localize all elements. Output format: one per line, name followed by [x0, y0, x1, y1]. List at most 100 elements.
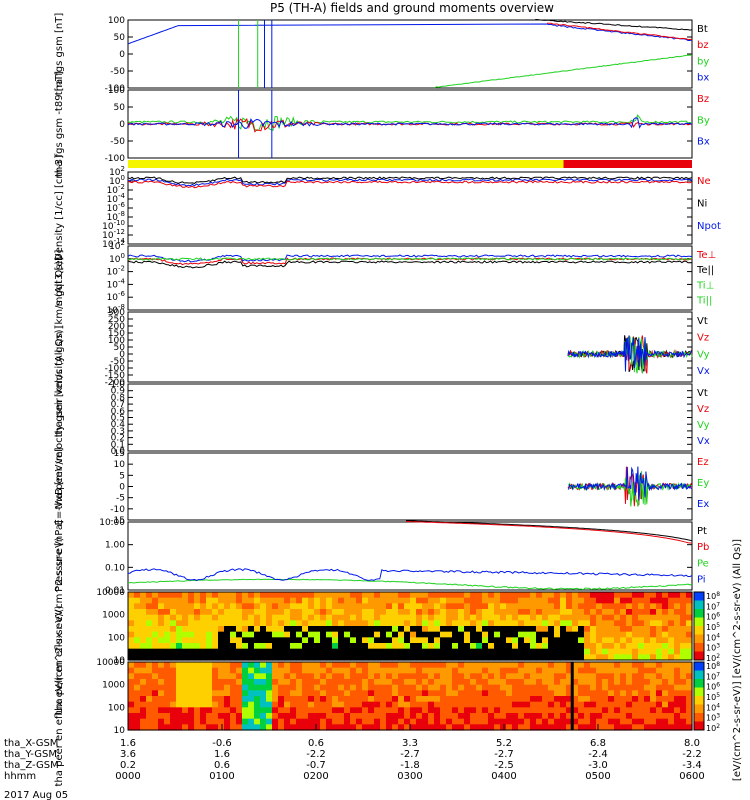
heatmap-cell — [344, 718, 351, 725]
heatmap-cell — [650, 662, 657, 669]
heatmap-cell — [500, 614, 507, 621]
heatmap-cell — [554, 684, 561, 691]
heatmap-cell — [134, 724, 141, 731]
heatmap-cell — [230, 707, 237, 714]
heatmap-cell — [128, 718, 135, 725]
heatmap-cell — [410, 637, 417, 644]
heatmap-cell — [578, 643, 585, 650]
heatmap-cell — [638, 673, 645, 680]
heatmap-cell — [404, 662, 411, 669]
heatmap-cell — [566, 637, 573, 644]
heatmap-cell — [392, 718, 399, 725]
heatmap-cell — [542, 718, 549, 725]
heatmap-cell — [542, 603, 549, 610]
heatmap-cell — [254, 662, 261, 669]
heatmap-cell — [356, 724, 363, 731]
heatmap-cell — [248, 673, 255, 680]
heatmap-cell — [566, 592, 573, 599]
heatmap-cell — [302, 718, 309, 725]
heatmap-cell — [392, 662, 399, 669]
heatmap-cell — [668, 603, 675, 610]
trace-blue — [127, 117, 693, 129]
heatmap-cell — [614, 603, 621, 610]
heatmap-cell — [344, 597, 351, 604]
heatmap-cell — [344, 631, 351, 638]
heatmap-cell — [134, 713, 141, 720]
heatmap-cell — [656, 626, 663, 633]
heatmap-cell — [158, 643, 165, 650]
heatmap-cell — [362, 696, 369, 703]
heatmap-cell — [476, 603, 483, 610]
heatmap-cell — [680, 648, 687, 655]
heatmap-cell — [194, 713, 201, 720]
heatmap-cell — [680, 643, 687, 650]
heatmap-cell — [284, 690, 291, 697]
heatmap-cell — [350, 603, 357, 610]
heatmap-cell — [410, 654, 417, 661]
colorbar-cell — [694, 634, 704, 644]
heatmap-cell — [452, 626, 459, 633]
heatmap-cell — [188, 673, 195, 680]
heatmap-cell — [536, 701, 543, 708]
heatmap-cell — [614, 654, 621, 661]
heatmap-cell — [530, 718, 537, 725]
heatmap-cell — [158, 597, 165, 604]
heatmap-cell — [620, 679, 627, 686]
heatmap-cell — [494, 648, 501, 655]
heatmap-cell — [140, 696, 147, 703]
y-tick-label: 0.6 — [111, 407, 126, 417]
heatmap-cell — [392, 626, 399, 633]
heatmap-cell — [392, 679, 399, 686]
heatmap-cell — [662, 631, 669, 638]
heatmap-cell — [410, 724, 417, 731]
heatmap-cell — [194, 597, 201, 604]
heatmap-cell — [140, 667, 147, 674]
heatmap-cell — [554, 614, 561, 621]
heatmap-cell — [434, 662, 441, 669]
heatmap-cell — [668, 724, 675, 731]
heatmap-cell — [524, 626, 531, 633]
heatmap-cell — [134, 707, 141, 714]
heatmap-cell — [230, 614, 237, 621]
heatmap-cell — [344, 667, 351, 674]
heatmap-cell — [614, 679, 621, 686]
heatmap-cell — [440, 684, 447, 691]
heatmap-cell — [410, 631, 417, 638]
heatmap-cell — [440, 673, 447, 680]
heatmap-cell — [158, 713, 165, 720]
heatmap-cell — [158, 631, 165, 638]
heatmap-cell — [452, 667, 459, 674]
heatmap-cell — [194, 724, 201, 731]
heatmap-cell — [284, 631, 291, 638]
heatmap-cell — [236, 696, 243, 703]
heatmap-cell — [248, 609, 255, 616]
heatmap-cell — [656, 620, 663, 627]
heatmap-cell — [170, 662, 177, 669]
heatmap-cell — [362, 609, 369, 616]
heatmap-cell — [200, 684, 207, 691]
heatmap-cell — [572, 592, 579, 599]
heatmap-cell — [242, 667, 249, 674]
heatmap-cell — [530, 654, 537, 661]
heatmap-cell — [596, 684, 603, 691]
heatmap-cell — [386, 597, 393, 604]
heatmap-cell — [590, 637, 597, 644]
heatmap-cell — [218, 654, 225, 661]
heatmap-cell — [554, 707, 561, 714]
heatmap-cell — [248, 592, 255, 599]
heatmap-cell — [488, 626, 495, 633]
heatmap-cell — [302, 701, 309, 708]
heatmap-cell — [272, 620, 279, 627]
heatmap-cell — [596, 631, 603, 638]
heatmap-cell — [434, 592, 441, 599]
heatmap-cell — [386, 662, 393, 669]
heatmap-cell — [218, 662, 225, 669]
heatmap-cell — [260, 667, 267, 674]
heatmap-cell — [278, 667, 285, 674]
heatmap-cell — [284, 684, 291, 691]
heatmap-cell — [164, 701, 171, 708]
heatmap-cell — [536, 631, 543, 638]
heatmap-cell — [638, 701, 645, 708]
heatmap-cell — [452, 603, 459, 610]
heatmap-cell — [326, 643, 333, 650]
